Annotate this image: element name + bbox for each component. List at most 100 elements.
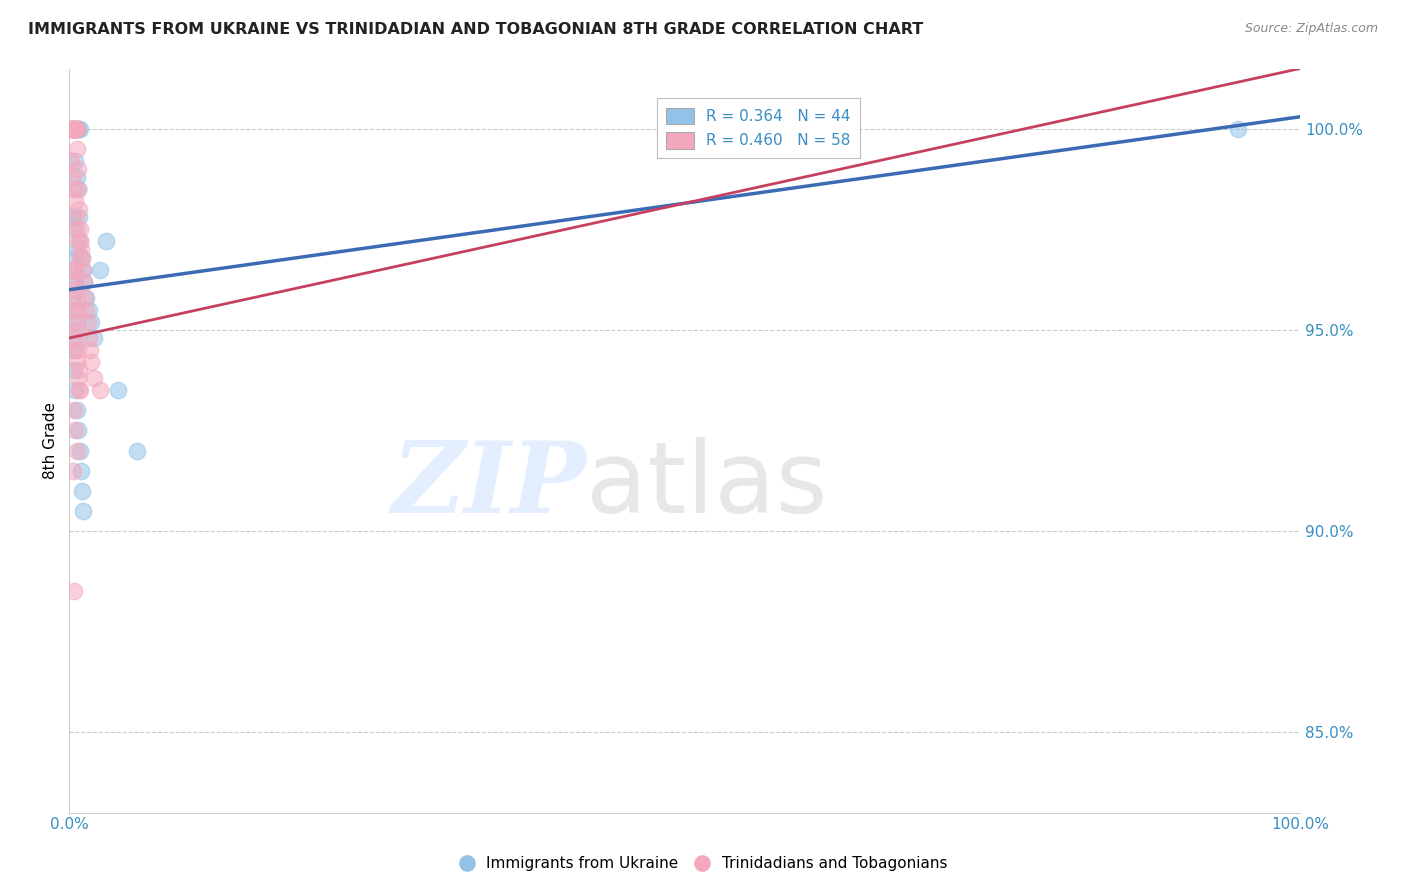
Point — [63, 331, 86, 345]
Point — [69, 384, 91, 398]
Legend: Immigrants from Ukraine, Trinidadians and Tobagonians: Immigrants from Ukraine, Trinidadians an… — [453, 850, 953, 877]
Text: ZIP: ZIP — [391, 437, 586, 533]
Point — [65, 121, 87, 136]
Point — [63, 403, 86, 417]
Point — [62, 464, 84, 478]
Point — [63, 262, 86, 277]
Point — [66, 222, 89, 236]
Point — [63, 121, 86, 136]
Point — [72, 262, 94, 277]
Point — [65, 323, 87, 337]
Point — [65, 343, 87, 357]
Point — [62, 121, 84, 136]
Y-axis label: 8th Grade: 8th Grade — [44, 402, 58, 479]
Point — [65, 121, 87, 136]
Point — [66, 162, 89, 177]
Point — [60, 291, 83, 305]
Point — [67, 182, 90, 196]
Point — [62, 182, 84, 196]
Point — [62, 121, 84, 136]
Point — [69, 251, 91, 265]
Point — [65, 251, 87, 265]
Point — [60, 154, 83, 169]
Point — [70, 483, 93, 498]
Legend: R = 0.364   N = 44, R = 0.460   N = 58: R = 0.364 N = 44, R = 0.460 N = 58 — [657, 98, 859, 158]
Point — [70, 251, 93, 265]
Point — [66, 121, 89, 136]
Point — [69, 222, 91, 236]
Text: IMMIGRANTS FROM UKRAINE VS TRINIDADIAN AND TOBAGONIAN 8TH GRADE CORRELATION CHAR: IMMIGRANTS FROM UKRAINE VS TRINIDADIAN A… — [28, 22, 924, 37]
Point — [67, 121, 90, 136]
Point — [77, 331, 100, 345]
Point — [62, 343, 84, 357]
Point — [66, 142, 89, 156]
Point — [60, 121, 83, 136]
Point — [65, 315, 87, 329]
Point — [65, 291, 87, 305]
Point — [65, 355, 87, 369]
Point — [62, 211, 84, 225]
Point — [65, 211, 87, 225]
Point — [65, 121, 87, 136]
Point — [75, 291, 97, 305]
Point — [67, 424, 90, 438]
Point — [59, 121, 82, 136]
Point — [66, 371, 89, 385]
Point — [69, 121, 91, 136]
Point — [66, 331, 89, 345]
Point — [69, 443, 91, 458]
Point — [73, 275, 96, 289]
Point — [72, 262, 94, 277]
Point — [65, 154, 87, 169]
Point — [1227, 121, 1250, 136]
Point — [63, 363, 86, 377]
Point — [65, 121, 87, 136]
Point — [79, 343, 101, 357]
Point — [72, 504, 94, 518]
Point — [67, 211, 90, 225]
Point — [65, 443, 87, 458]
Point — [75, 302, 97, 317]
Point — [66, 182, 89, 196]
Point — [69, 235, 91, 249]
Point — [80, 355, 103, 369]
Point — [89, 262, 111, 277]
Point — [65, 170, 87, 185]
Point — [65, 243, 87, 257]
Point — [62, 262, 84, 277]
Point — [125, 443, 148, 458]
Point — [63, 262, 86, 277]
Point — [60, 121, 83, 136]
Text: atlas: atlas — [586, 437, 828, 533]
Point — [83, 371, 105, 385]
Point — [67, 202, 90, 217]
Point — [65, 302, 87, 317]
Point — [62, 315, 84, 329]
Point — [62, 275, 84, 289]
Point — [67, 235, 90, 249]
Point — [70, 464, 93, 478]
Point — [67, 363, 90, 377]
Point — [60, 121, 83, 136]
Point — [65, 384, 87, 398]
Point — [63, 121, 86, 136]
Point — [76, 315, 98, 329]
Point — [80, 315, 103, 329]
Point — [60, 121, 83, 136]
Point — [96, 235, 118, 249]
Point — [66, 343, 89, 357]
Point — [107, 384, 129, 398]
Point — [70, 251, 93, 265]
Point — [65, 275, 87, 289]
Point — [89, 384, 111, 398]
Point — [63, 283, 86, 297]
Point — [63, 222, 86, 236]
Point — [65, 302, 87, 317]
Point — [77, 302, 100, 317]
Point — [66, 403, 89, 417]
Point — [70, 243, 93, 257]
Point — [66, 302, 89, 317]
Point — [83, 331, 105, 345]
Point — [60, 170, 83, 185]
Point — [69, 235, 91, 249]
